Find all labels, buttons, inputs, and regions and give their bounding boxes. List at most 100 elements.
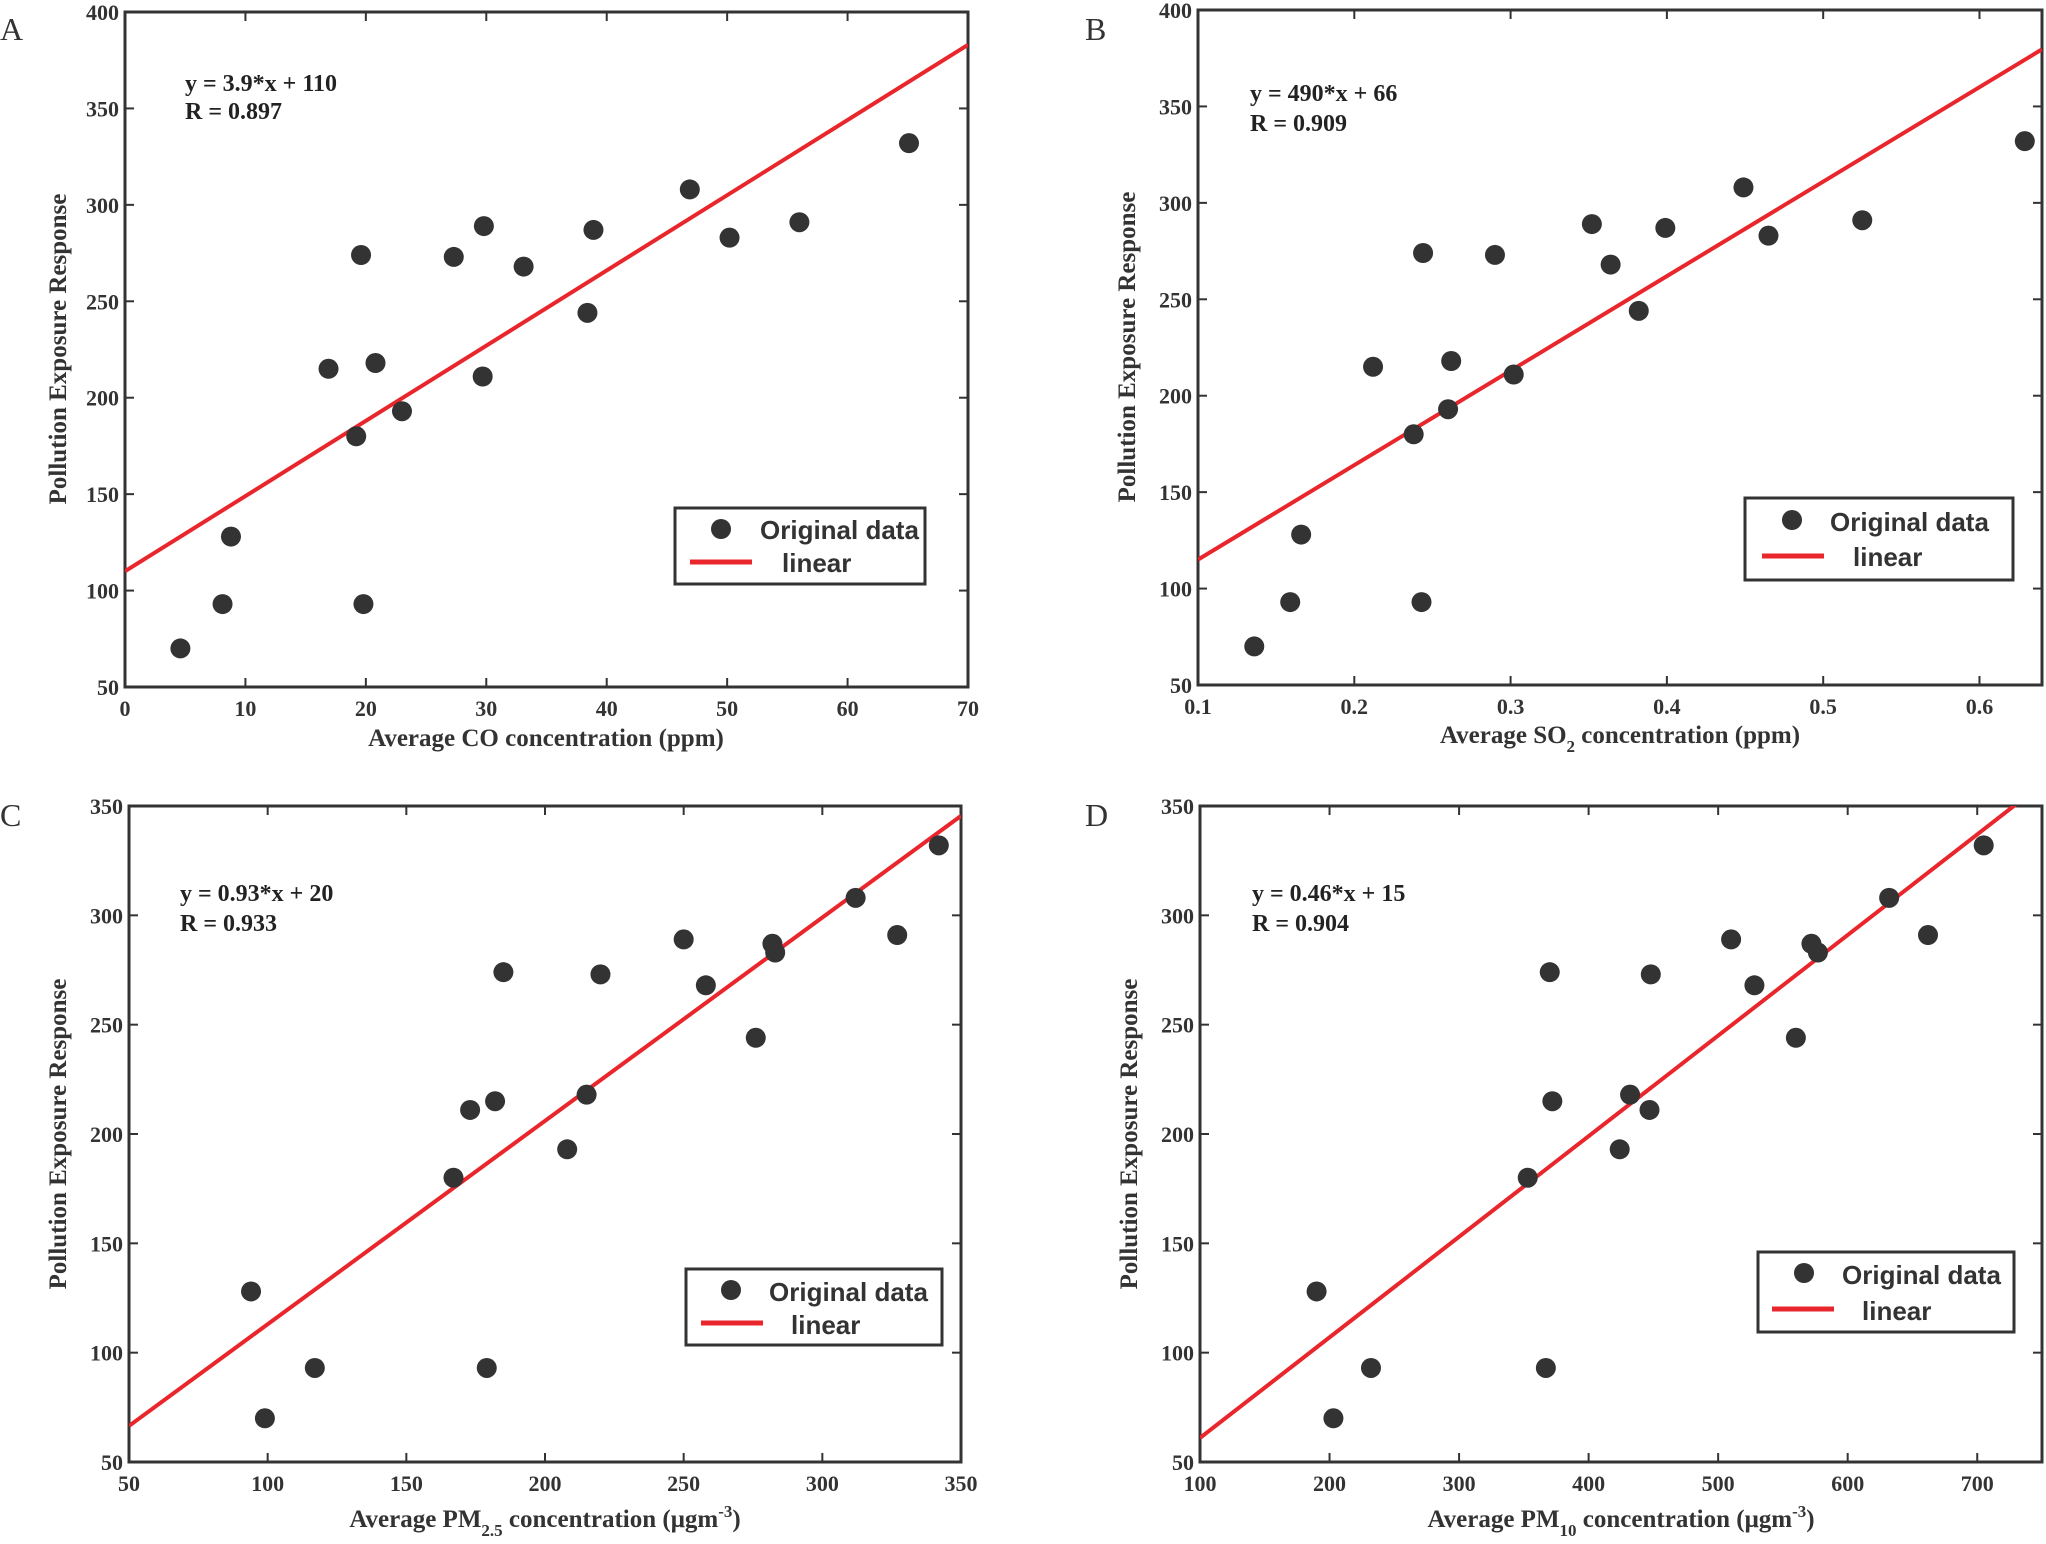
panel-b-data-point bbox=[1484, 244, 1505, 265]
panel-b-data-point bbox=[1244, 636, 1265, 657]
panel-b-legend-marker bbox=[1782, 510, 1802, 530]
panel-a-data-point bbox=[353, 594, 374, 615]
panel-a-ytick-label: 350 bbox=[86, 96, 119, 121]
panel-c-xtick-label: 350 bbox=[945, 1471, 978, 1496]
panel-c-xtick-label: 150 bbox=[390, 1471, 423, 1496]
panel-d-data-point bbox=[1918, 925, 1939, 946]
panel-c-data-point bbox=[485, 1091, 506, 1112]
panel-a-letter: A bbox=[0, 11, 23, 47]
panel-a-data-point bbox=[719, 227, 740, 248]
panel-a-data-point bbox=[318, 358, 339, 379]
panel-c-legend-linear: linear bbox=[791, 1310, 860, 1340]
panel-a-ytick-label: 50 bbox=[97, 675, 119, 700]
panel-c-xlabel-sub: 2.5 bbox=[481, 1521, 502, 1540]
panel-c-data-point bbox=[765, 942, 786, 963]
panel-c-data-point bbox=[460, 1099, 481, 1120]
panel-d-xtick-label: 500 bbox=[1702, 1471, 1735, 1496]
panel-a-data-point bbox=[365, 353, 386, 373]
panel-b-data-point bbox=[1581, 214, 1602, 235]
panel-a-legend: Original data linear bbox=[673, 506, 927, 586]
panel-a-xtick-label: 20 bbox=[355, 696, 377, 721]
panel-b-legend: Original data linear bbox=[1743, 496, 2015, 582]
panel-b-points bbox=[1244, 131, 2035, 657]
panel-a-ylabel: Pollution Exposure Response bbox=[45, 194, 72, 505]
panel-d-xtick-label: 100 bbox=[1184, 1471, 1217, 1496]
panel-c-data-point bbox=[476, 1357, 497, 1378]
panel-b-xlabel-main: Average SO bbox=[1440, 722, 1567, 749]
panel-c-ytick-label: 200 bbox=[90, 1122, 123, 1147]
panel-d-data-point bbox=[1517, 1167, 1538, 1188]
panel-d-data-point bbox=[1323, 1408, 1344, 1429]
panel-c-xtick-label: 100 bbox=[251, 1471, 284, 1496]
panel-d-ticks: 100 200 300 400 500 600 7005010015020025030035… bbox=[1161, 794, 2042, 1496]
panel-b-data-point bbox=[1600, 254, 1621, 275]
panel-d-data-point bbox=[1639, 1099, 1660, 1120]
panel-b-data-point bbox=[1363, 356, 1384, 377]
panel-d-data-point bbox=[1306, 1281, 1327, 1302]
panel-d-r-value: R = 0.904 bbox=[1252, 911, 1349, 937]
panel-d-points bbox=[1306, 835, 1994, 1429]
panel-a-data-point bbox=[170, 638, 191, 659]
panel-b-ytick-label: 50 bbox=[1170, 673, 1192, 698]
panel-a-xtick-label: 60 bbox=[837, 696, 859, 721]
panel-b: B 0.1 0.2 0.3 0.4 0.5 0.6 50 100 150 200 250 300 350… bbox=[1085, 0, 2044, 756]
panel-a-data-point bbox=[513, 256, 534, 277]
panel-b-data-point bbox=[1758, 225, 1779, 246]
panel-a-xtick-label: 30 bbox=[475, 696, 497, 721]
panel-a-fit-line bbox=[125, 43, 968, 573]
panel-d-xlabel-end: ) bbox=[1806, 1506, 1814, 1533]
panel-d: D 100 200 300 400 500 600 70050100150200250300… bbox=[1085, 794, 2044, 1540]
panel-d-xtick-label: 400 bbox=[1572, 1471, 1605, 1496]
panel-d-ytick-label: 150 bbox=[1161, 1231, 1194, 1256]
panel-b-ytick-label: 350 bbox=[1159, 94, 1192, 119]
panel-b-data-point bbox=[1413, 243, 1434, 263]
panel-c-xtick-label: 200 bbox=[529, 1471, 562, 1496]
panel-c-xtick-label: 50 bbox=[118, 1471, 140, 1496]
panel-b-xtick-label: 0.4 bbox=[1653, 694, 1681, 719]
panel-c-xlabel: Average PM2.5 concentration (μgm-3) bbox=[349, 1502, 740, 1540]
panel-b-data-point bbox=[1291, 524, 1312, 545]
panel-c-fit-line bbox=[129, 814, 961, 1428]
panel-c-letter: C bbox=[0, 797, 21, 833]
panel-b-data-point bbox=[1628, 300, 1649, 321]
panel-c-ytick-label: 300 bbox=[90, 903, 123, 928]
panel-b-legend-original: Original data bbox=[1830, 507, 1989, 537]
panel-c-ytick-label: 350 bbox=[90, 794, 123, 819]
panel-b-ytick-label: 250 bbox=[1159, 287, 1192, 312]
panel-d-legend-original: Original data bbox=[1842, 1260, 2001, 1290]
panel-b-xtick-label: 0.2 bbox=[1341, 694, 1369, 719]
panel-b-data-point bbox=[2014, 131, 2035, 152]
panel-c-xtick-label: 300 bbox=[806, 1471, 839, 1496]
panel-d-data-point bbox=[1973, 835, 1994, 856]
panel-a-data-point bbox=[351, 245, 372, 265]
panel-d-xtick-label: 600 bbox=[1831, 1471, 1864, 1496]
panel-c-xlabel-rest: concentration (μgm bbox=[503, 1506, 719, 1533]
panel-a-xtick-label: 0 bbox=[120, 696, 131, 721]
panel-c-data-point bbox=[576, 1084, 597, 1105]
panel-c-xlabel-sup: -3 bbox=[718, 1502, 732, 1521]
panel-c-ytick-label: 250 bbox=[90, 1013, 123, 1038]
panel-c-data-point bbox=[493, 962, 514, 983]
panel-a-data-point bbox=[577, 302, 598, 323]
panel-b-data-point bbox=[1438, 399, 1459, 420]
panel-b-data-point bbox=[1733, 177, 1754, 198]
panel-a-data-point bbox=[472, 366, 493, 387]
panel-d-data-point bbox=[1542, 1091, 1563, 1112]
panel-b-fit-line bbox=[1198, 47, 2042, 562]
panel-c-r-value: R = 0.933 bbox=[180, 911, 277, 937]
panel-a-data-point bbox=[898, 133, 919, 154]
panel-a-ytick-label: 400 bbox=[86, 0, 119, 25]
panel-d-xtick-label: 700 bbox=[1961, 1471, 1994, 1496]
panel-a-equation: y = 3.9*x + 110 bbox=[185, 71, 337, 97]
panel-a-plot-frame bbox=[123, 10, 970, 689]
panel-a-legend-linear: linear bbox=[782, 548, 851, 578]
panel-c-data-point bbox=[254, 1408, 275, 1429]
panel-c-data-point bbox=[557, 1139, 578, 1160]
panel-a-xtick-label: 70 bbox=[957, 696, 979, 721]
panel-c-xtick-label: 250 bbox=[667, 1471, 700, 1496]
panel-b-xlabel-sub: 2 bbox=[1567, 737, 1576, 756]
panel-b-ytick-label: 400 bbox=[1159, 0, 1192, 23]
panel-d-data-point bbox=[1539, 962, 1560, 983]
panel-c-data-point bbox=[887, 925, 908, 946]
